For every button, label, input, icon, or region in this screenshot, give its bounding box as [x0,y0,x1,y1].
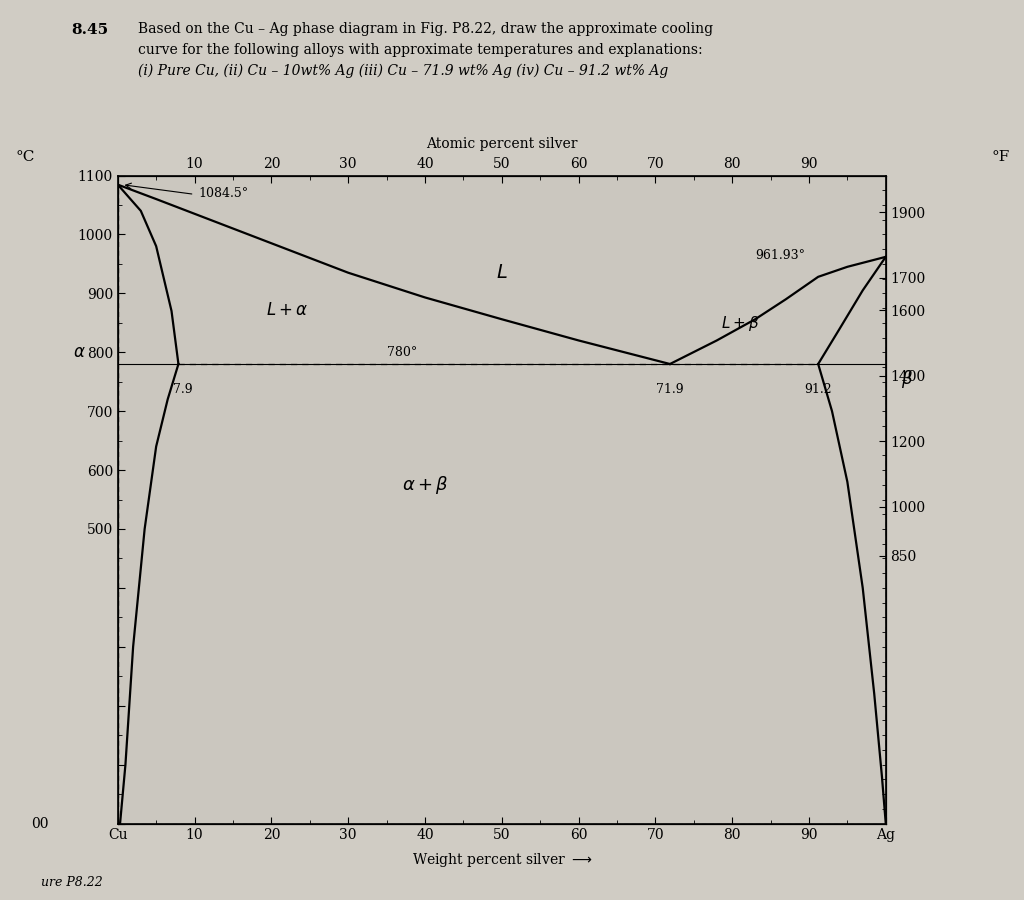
Text: °F: °F [992,149,1010,164]
Text: 00: 00 [31,816,49,831]
Text: Based on the Cu – Ag phase diagram in Fig. P8.22, draw the approximate cooling: Based on the Cu – Ag phase diagram in Fi… [138,22,714,37]
Text: 71.9: 71.9 [656,382,684,396]
Text: 1084.5°: 1084.5° [199,186,249,200]
Text: (i) Pure Cu, (ii) Cu – 10wt% Ag (iii) Cu – 71.9 wt% Ag (iv) Cu – 91.2 wt% Ag: (i) Pure Cu, (ii) Cu – 10wt% Ag (iii) Cu… [138,64,669,78]
Text: 780°: 780° [387,346,417,359]
Text: $L$: $L$ [496,264,508,282]
Text: 91.2: 91.2 [805,382,831,396]
Text: $L + \alpha$: $L + \alpha$ [265,302,308,320]
X-axis label: Weight percent silver $\longrightarrow$: Weight percent silver $\longrightarrow$ [412,850,592,868]
Text: ure P8.22: ure P8.22 [41,877,102,889]
Text: $\alpha$: $\alpha$ [73,344,86,361]
Text: $\beta$: $\beta$ [901,368,913,390]
Text: 8.45: 8.45 [72,22,109,37]
Text: curve for the following alloys with approximate temperatures and explanations:: curve for the following alloys with appr… [138,43,702,58]
Text: $\alpha + \beta$: $\alpha + \beta$ [401,473,449,496]
Text: 7.9: 7.9 [173,382,193,396]
Text: $L + \beta$: $L + \beta$ [721,314,759,334]
Text: °C: °C [16,149,35,164]
Text: 961.93°: 961.93° [755,248,805,262]
X-axis label: Atomic percent silver: Atomic percent silver [426,138,578,151]
